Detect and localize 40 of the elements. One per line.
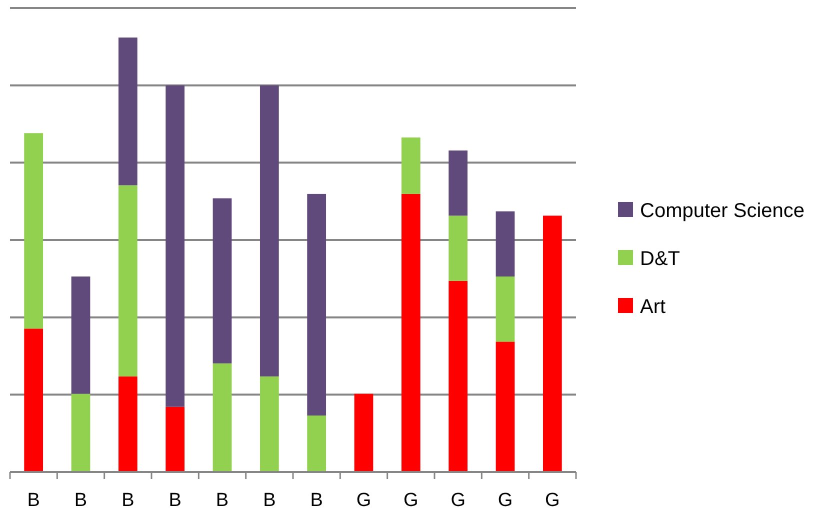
x-tick-label: G [545, 490, 560, 511]
x-tick-label: B [263, 490, 276, 511]
bar [496, 211, 515, 276]
legend-label: D&T [640, 248, 680, 270]
bar [448, 150, 468, 216]
bar [166, 406, 185, 472]
bar [166, 85, 185, 407]
x-tick-label: G [498, 490, 513, 511]
bar [118, 185, 138, 376]
bar [212, 198, 232, 364]
bar [24, 328, 44, 472]
x-tick-label: B [27, 490, 40, 511]
x-tick-label: B [168, 490, 182, 511]
bar [260, 85, 279, 376]
x-tick-label: B [310, 490, 323, 511]
x-tick-label: B [122, 490, 134, 511]
bar [354, 394, 374, 472]
bar [401, 137, 420, 194]
legend-label: Art [640, 296, 666, 318]
bar [71, 276, 90, 394]
x-tick-label: G [404, 490, 418, 511]
legend-label: Computer Science [640, 200, 805, 222]
bar [260, 376, 279, 472]
bar [71, 394, 90, 472]
x-tick-label: B [216, 490, 229, 511]
bar [212, 363, 232, 472]
x-tick-label: G [450, 490, 466, 511]
x-tick-label: B [74, 490, 88, 511]
bar [542, 216, 562, 472]
bar [307, 416, 326, 472]
bar [496, 342, 515, 472]
bar [118, 376, 138, 472]
x-tick-label: G [356, 490, 372, 511]
bar [401, 194, 420, 472]
bar [24, 133, 44, 329]
bar [118, 38, 138, 186]
bar [448, 216, 468, 281]
bar [448, 280, 468, 472]
bar [307, 194, 326, 416]
bar [496, 276, 515, 342]
